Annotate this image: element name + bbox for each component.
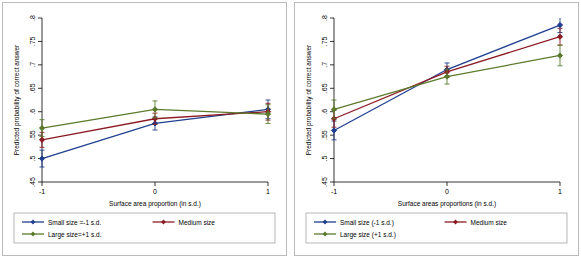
x-tick-label: 0 [445, 188, 449, 195]
error-bar-path [558, 45, 563, 66]
y-tick-label: .55 [29, 130, 36, 140]
legend-label: Large size (+1 s.d.) [340, 231, 396, 239]
y-tick [38, 18, 42, 19]
y-tick-label: .45 [321, 177, 328, 187]
y-tick-label: .8 [29, 15, 36, 21]
legend-label: Small size (-1 s.d.) [340, 219, 394, 227]
error-bar [558, 45, 563, 66]
x-tick [268, 182, 269, 186]
chart-frame [295, 3, 579, 256]
y-tick [330, 88, 334, 89]
series-line [334, 37, 560, 119]
x-tick [155, 182, 156, 186]
y-tick-label: .5 [29, 156, 36, 162]
error-bar-path [332, 100, 337, 119]
y-axis-title: Predicted probability of correct answer [305, 44, 313, 155]
marker [39, 137, 44, 142]
y-tick [38, 41, 42, 42]
y-tick-label: .55 [321, 130, 328, 140]
marker [331, 128, 336, 133]
legend-label: Large size=+1 s.d. [48, 231, 102, 239]
y-axis-title: Predicted probability of correct answer [13, 44, 21, 155]
chart: .45 .5 .55 .6 .65 .7 .75 .8 -1 0 1 Predicted probab… [295, 3, 579, 256]
x-axis-title: Surface areas proportions (in s.d.) [398, 200, 496, 208]
chart-frame [3, 3, 287, 256]
y-tick [38, 64, 42, 65]
y-tick-label: .45 [29, 177, 36, 187]
error-bar [445, 69, 450, 84]
error-bar-path [153, 101, 158, 118]
x-axis-title: Surface area proportion (in s.d.) [109, 200, 201, 208]
plot-area [331, 18, 562, 140]
legend-label: Medium size [471, 219, 508, 226]
y-tick-label: .6 [29, 109, 36, 115]
legend-box [14, 213, 275, 243]
marker [557, 34, 562, 39]
y-tick [38, 182, 42, 183]
y-tick-label: .5 [321, 156, 328, 162]
error-bar-path [558, 28, 563, 45]
y-tick-label: .65 [321, 83, 328, 93]
y-tick [330, 135, 334, 136]
y-tick-label: .6 [321, 109, 328, 115]
error-bar-path [40, 150, 45, 167]
x-tick [447, 182, 448, 186]
legend: Small size =-1 s.d. Medium size Large size… [14, 213, 275, 243]
y-tick [38, 88, 42, 89]
error-bar-path [445, 69, 450, 84]
y-tick-label: .8 [321, 15, 328, 21]
y-tick [330, 182, 334, 183]
x-tick-label: 1 [266, 188, 270, 195]
marker [39, 126, 44, 131]
x-tick-label: -1 [39, 188, 45, 195]
marker [331, 107, 336, 112]
error-bar [153, 101, 158, 118]
y-tick [38, 111, 42, 112]
series-line [334, 55, 560, 109]
y-tick [330, 158, 334, 159]
legend-marker [453, 220, 458, 225]
legend-label: Medium size [179, 219, 216, 226]
legend-marker [31, 220, 36, 225]
marker [39, 156, 44, 161]
error-bar-path [40, 120, 45, 137]
y-tick [330, 18, 334, 19]
legend-marker [323, 232, 328, 237]
error-bar [266, 105, 271, 124]
x-tick-label: 0 [153, 188, 157, 195]
x-tick [334, 182, 335, 186]
y-tick-label: .7 [29, 62, 36, 68]
marker [444, 74, 449, 79]
y-tick-label: .65 [29, 83, 36, 93]
x-tick [560, 182, 561, 186]
y-tick [330, 64, 334, 65]
figure: .45 .5 .55 .6 .65 .7 .75 .8 -1 0 1 Predicted probab… [0, 0, 581, 259]
x-tick-label: 1 [558, 188, 562, 195]
error-bar [40, 150, 45, 167]
error-bar [332, 100, 337, 119]
marker [265, 111, 270, 116]
y-tick-label: .75 [321, 36, 328, 46]
legend-marker [161, 220, 166, 225]
y-tick [38, 135, 42, 136]
x-tick [42, 182, 43, 186]
x-tick-label: -1 [331, 188, 337, 195]
legend-marker [31, 232, 36, 237]
y-tick-label: .75 [29, 36, 36, 46]
legend-marker [323, 220, 328, 225]
error-bar [40, 120, 45, 137]
y-tick-label: .7 [321, 62, 328, 68]
error-bar [558, 28, 563, 45]
legend-label: Small size =-1 s.d. [48, 219, 101, 226]
chart: .45 .5 .55 .6 .65 .7 .75 .8 -1 0 1 Predicted probab… [3, 3, 287, 256]
plot-area [39, 100, 270, 167]
legend: Small size (-1 s.d.) Medium size Large siz… [306, 213, 567, 243]
marker [557, 53, 562, 58]
marker [152, 107, 157, 112]
legend-box [306, 213, 567, 243]
error-bar-path [266, 105, 271, 124]
marker [557, 22, 562, 27]
series-line [334, 25, 560, 130]
y-tick [330, 41, 334, 42]
